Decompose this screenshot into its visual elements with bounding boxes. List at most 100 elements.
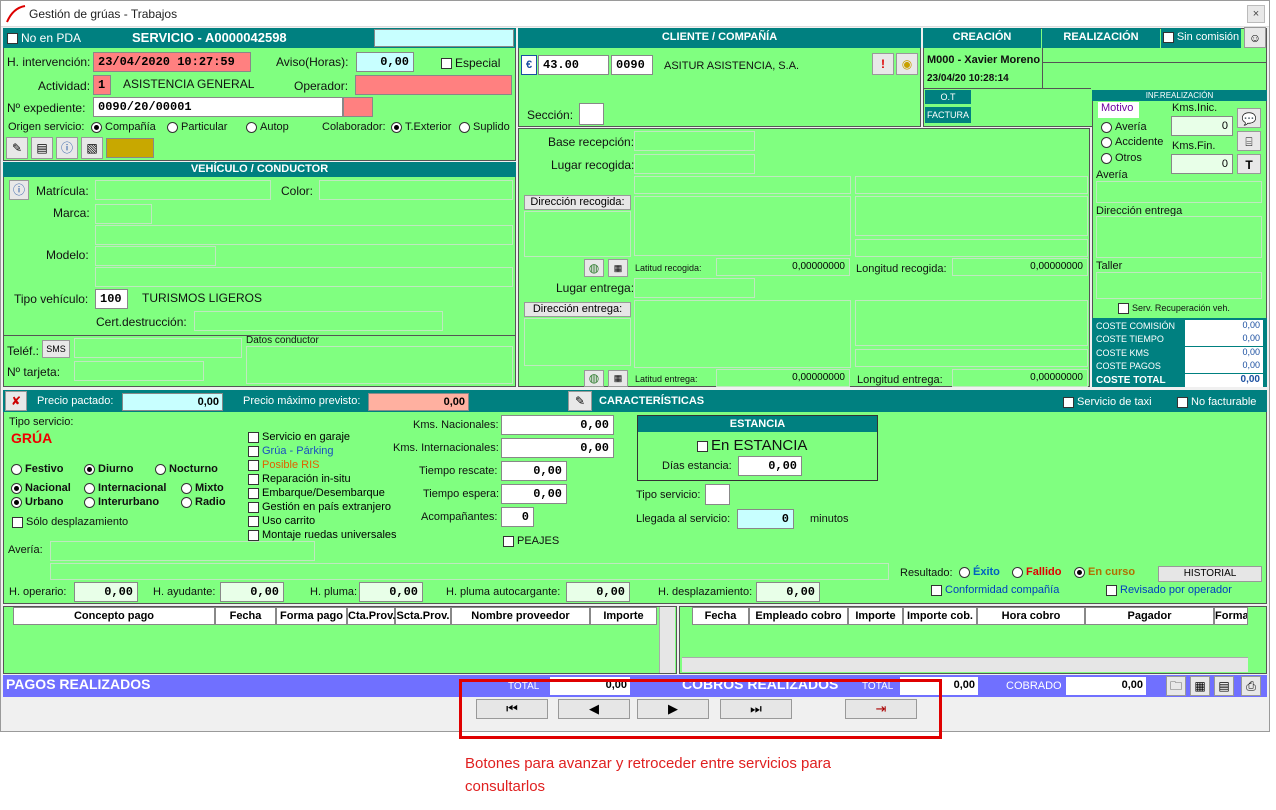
matricula-field[interactable] <box>95 180 271 200</box>
acompanantes-field[interactable]: 0 <box>501 507 534 527</box>
latitud-recogida-field[interactable]: 0,00000000 <box>716 258 850 276</box>
pagos-scrollbar[interactable] <box>659 607 675 673</box>
inf-taller-field[interactable] <box>1096 272 1262 299</box>
taxi-checkbox[interactable]: Servicio de taxi <box>1063 396 1152 408</box>
tipo-servicio2-field[interactable] <box>705 484 730 505</box>
info-icon[interactable]: ⓘ <box>56 137 78 159</box>
globe-entrega-icon[interactable]: ◍ <box>584 370 604 387</box>
dias-estancia-field[interactable]: 0,00 <box>738 456 802 476</box>
h-pluma-auto-field[interactable]: 0,00 <box>566 582 630 602</box>
exit-button[interactable]: ⇥ <box>845 699 917 719</box>
clear-price-icon[interactable]: ✘ <box>5 391 27 411</box>
coin-icon[interactable]: ◉ <box>896 53 918 75</box>
pagos-col-scta[interactable]: Scta.Prov. <box>395 607 451 625</box>
map-grid-recogida-icon[interactable]: ▦ <box>608 259 628 277</box>
cobros-col-pagador[interactable]: Pagador <box>1085 607 1214 625</box>
close-button[interactable]: × <box>1247 5 1265 23</box>
kms-nacionales-field[interactable]: 0,00 <box>501 415 614 435</box>
nacional-radio[interactable]: Nacional <box>11 482 71 494</box>
euro-button[interactable]: € <box>521 55 537 75</box>
nocturno-radio[interactable]: Nocturno <box>155 463 218 475</box>
averia-field[interactable] <box>50 541 315 561</box>
h-intervencion-field[interactable]: 23/04/2020 10:27:59 <box>93 52 251 72</box>
camera-icon[interactable]: ⌸ <box>1237 131 1261 151</box>
pagos-col-importe[interactable]: Importe <box>590 607 657 625</box>
map-grid-entrega-icon[interactable]: ▦ <box>608 370 628 387</box>
en-estancia-checkbox[interactable]: En ESTANCIA <box>697 437 807 454</box>
color-field[interactable] <box>319 180 513 200</box>
radio-radio[interactable]: Radio <box>181 496 226 508</box>
dir-entrega-textarea[interactable] <box>524 318 631 366</box>
conformidad-checkbox[interactable]: Conformidad compañía <box>931 584 1059 596</box>
modelo-name-field[interactable] <box>95 267 513 287</box>
modelo-code-field[interactable] <box>95 246 216 266</box>
check-posible-ris[interactable]: Posible RIS <box>248 458 397 472</box>
no-facturable-checkbox[interactable]: No facturable <box>1177 396 1256 408</box>
cobros-col-hora[interactable]: Hora cobro <box>977 607 1085 625</box>
kms-fin-field[interactable]: 0 <box>1171 154 1233 174</box>
serv-recuperacion-checkbox[interactable]: Serv. Recuperación veh. <box>1118 303 1230 315</box>
previous-record-button[interactable]: ◀ <box>558 699 630 719</box>
h-pluma-field[interactable]: 0,00 <box>359 582 423 602</box>
h-operario-field[interactable]: 0,00 <box>74 582 138 602</box>
marca-name-field[interactable] <box>95 225 513 245</box>
kms-internacionales-field[interactable]: 0,00 <box>501 438 614 458</box>
chat-bubble-icon[interactable]: 💬 <box>1237 108 1261 128</box>
grid-icon[interactable]: ▤ <box>1214 676 1234 696</box>
folder-icon[interactable]: 🗀 <box>1166 676 1186 696</box>
internacional-radio[interactable]: Internacional <box>84 482 166 494</box>
dir-recogida-detail[interactable] <box>634 196 851 256</box>
solo-desplazamiento-checkbox[interactable]: Sólo desplazamiento <box>12 516 128 528</box>
cobros-col-empleado[interactable]: Empleado cobro <box>749 607 848 625</box>
document-icon[interactable]: ▧ <box>81 137 103 159</box>
tipo-vehiculo-code[interactable]: 100 <box>95 289 128 309</box>
revisado-checkbox[interactable]: Revisado por operador <box>1106 584 1232 596</box>
tarjeta-field[interactable] <box>74 361 204 381</box>
recogida-notes-2[interactable] <box>855 239 1088 257</box>
origen-particular-radio[interactable]: Particular <box>167 121 227 133</box>
no-pda-checkbox[interactable]: No en PDA <box>7 31 81 45</box>
peajes-checkbox[interactable]: PEAJES <box>503 535 559 547</box>
dir-entrega-detail[interactable] <box>634 300 851 368</box>
resultado-encurso-radio[interactable]: En curso <box>1074 566 1135 578</box>
datos-conductor-field[interactable] <box>246 346 513 384</box>
resultado-fallido-radio[interactable]: Fallido <box>1012 566 1061 578</box>
colab-suplido-radio[interactable]: Suplido <box>459 121 510 133</box>
alert-icon[interactable]: ! <box>872 53 894 75</box>
cobros-col-importe[interactable]: Importe <box>848 607 903 625</box>
actividad-code[interactable]: 1 <box>93 75 111 95</box>
next-record-button[interactable]: ▶ <box>637 699 709 719</box>
interurbano-radio[interactable]: Interurbano <box>84 496 159 508</box>
pagos-col-proveedor[interactable]: Nombre proveedor <box>451 607 590 625</box>
cobros-col-importe-cob[interactable]: Importe cob. <box>903 607 977 625</box>
check-embarque[interactable]: Embarque/Desembarque <box>248 486 397 500</box>
telefono-field[interactable] <box>74 338 242 358</box>
h-desplazamiento-field[interactable]: 0,00 <box>756 582 820 602</box>
notes-icon[interactable]: ✎ <box>568 391 592 411</box>
recogida-extra-field[interactable] <box>634 176 851 194</box>
check-servicio-garaje[interactable]: Servicio en garaje <box>248 430 397 444</box>
precio-maximo-field[interactable]: 0,00 <box>368 393 469 411</box>
lugar-recogida-field[interactable] <box>634 154 755 174</box>
expediente-extra[interactable] <box>343 97 373 117</box>
precio-pactado-field[interactable]: 0,00 <box>122 393 223 411</box>
historial-button[interactable]: HISTORIAL <box>1158 566 1262 582</box>
check-uso-carrito[interactable]: Uso carrito <box>248 514 397 528</box>
expediente-field[interactable]: 0090/20/00001 <box>93 97 343 117</box>
kms-ini-field[interactable]: 0 <box>1171 116 1233 136</box>
dir-entrega-button[interactable]: Dirección entrega: <box>524 302 631 317</box>
dir-recogida-button[interactable]: Dirección recogida: <box>524 195 631 210</box>
cliente-code[interactable]: 0090 <box>611 55 653 75</box>
longitud-entrega-field[interactable]: 0,00000000 <box>952 369 1088 387</box>
mixto-radio[interactable]: Mixto <box>181 482 224 494</box>
edit-icon[interactable]: ✎ <box>6 137 28 159</box>
user-icon[interactable]: ☺ <box>1244 27 1266 48</box>
operador-field[interactable] <box>355 75 512 95</box>
colab-texterior-radio[interactable]: T.Exterior <box>391 121 451 133</box>
cobros-col-fecha[interactable]: Fecha <box>692 607 749 625</box>
check-gestion-extranjero[interactable]: Gestión en país extranjero <box>248 500 397 514</box>
entrega-notes-2[interactable] <box>855 349 1088 367</box>
servicio-extra-field[interactable] <box>374 29 514 47</box>
tiempo-espera-field[interactable]: 0,00 <box>501 484 567 504</box>
check-grua-parking[interactable]: Grúa - Párking <box>248 444 397 458</box>
